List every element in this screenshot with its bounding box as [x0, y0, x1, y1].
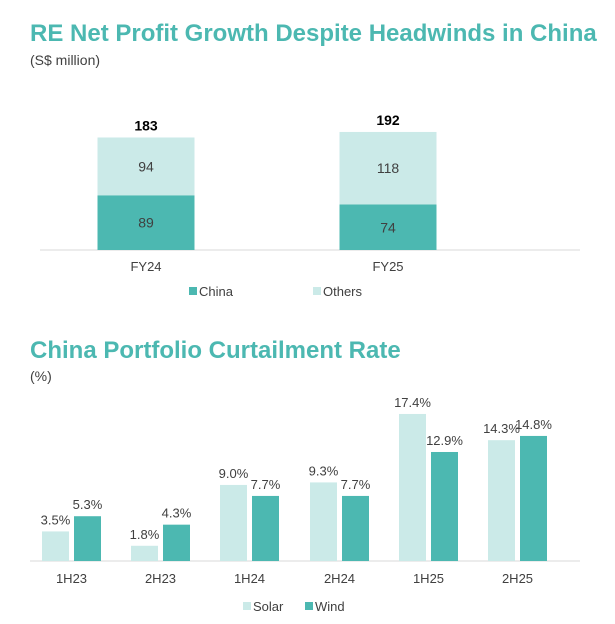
- data-label-wind-2h24: 7.7%: [341, 477, 371, 492]
- legend-swatch-solar: [243, 602, 251, 610]
- data-label-solar-1h23: 3.5%: [41, 512, 71, 527]
- data-label-others-fy25: 118: [377, 160, 400, 176]
- bar-wind-1h23: [74, 516, 101, 561]
- data-label-others-fy24: 94: [138, 158, 154, 174]
- tick-label-1h23: 1H23: [56, 571, 87, 586]
- data-label-solar-1h24: 9.0%: [219, 466, 249, 481]
- chart1-title: RE Net Profit Growth Despite Headwinds i…: [30, 20, 597, 47]
- chart2-title: China Portfolio Curtailment Rate: [30, 337, 401, 364]
- bar-china-fy24: [97, 195, 195, 250]
- total-label-fy24: 183: [134, 117, 158, 133]
- chart2-unit: (%): [30, 368, 52, 384]
- tick-label-2h25: 2H25: [502, 571, 533, 586]
- legend-swatch-others: [313, 287, 321, 295]
- bar-wind-1h24: [252, 495, 279, 561]
- bar-solar-2h23: [131, 545, 158, 561]
- chart1-unit: (S$ million): [30, 52, 101, 68]
- data-label-wind-2h23: 4.3%: [162, 506, 192, 521]
- data-label-solar-2h24: 9.3%: [309, 463, 339, 478]
- legend-label-others: Others: [323, 284, 363, 299]
- tick-label-fy25: FY25: [372, 259, 403, 274]
- data-label-china-fy24: 89: [138, 215, 154, 231]
- data-label-wind-1h25: 12.9%: [426, 433, 463, 448]
- data-label-wind-2h25: 14.8%: [515, 417, 552, 432]
- data-label-solar-2h23: 1.8%: [130, 527, 160, 542]
- total-label-fy25: 192: [376, 112, 400, 128]
- bar-wind-1h25: [431, 451, 458, 561]
- profit-chart: 89 94 183 FY24 74 118 192 FY25 China Others: [40, 112, 580, 299]
- tick-label-1h25: 1H25: [413, 571, 444, 586]
- tick-label-2h23: 2H23: [145, 571, 176, 586]
- data-label-china-fy25: 74: [380, 219, 396, 235]
- legend-label-wind: Wind: [315, 599, 345, 614]
- tick-label-1h24: 1H24: [234, 571, 265, 586]
- bar-china-fy25: [339, 204, 437, 250]
- bar-others-fy25: [339, 131, 437, 205]
- bar-solar-2h24: [310, 482, 337, 561]
- tick-label-fy24: FY24: [130, 259, 161, 274]
- bar-solar-2h25: [488, 440, 515, 561]
- legend-swatch-china: [189, 287, 197, 295]
- tick-label-2h24: 2H24: [324, 571, 355, 586]
- bar-solar-1h25: [399, 413, 426, 561]
- legend-label-solar: Solar: [253, 599, 284, 614]
- data-label-solar-2h25: 14.3%: [483, 421, 520, 436]
- legend-label-china: China: [199, 284, 234, 299]
- bar-others-fy24: [97, 137, 195, 196]
- bar-solar-1h23: [42, 531, 69, 561]
- data-label-wind-1h24: 7.7%: [251, 477, 281, 492]
- legend-swatch-wind: [305, 602, 313, 610]
- bar-wind-2h23: [163, 524, 190, 561]
- data-label-solar-1h25: 17.4%: [394, 395, 431, 410]
- bar-wind-2h24: [342, 495, 369, 561]
- bar-wind-2h25: [520, 435, 547, 561]
- bar-solar-1h24: [220, 484, 247, 561]
- data-label-wind-1h23: 5.3%: [73, 497, 103, 512]
